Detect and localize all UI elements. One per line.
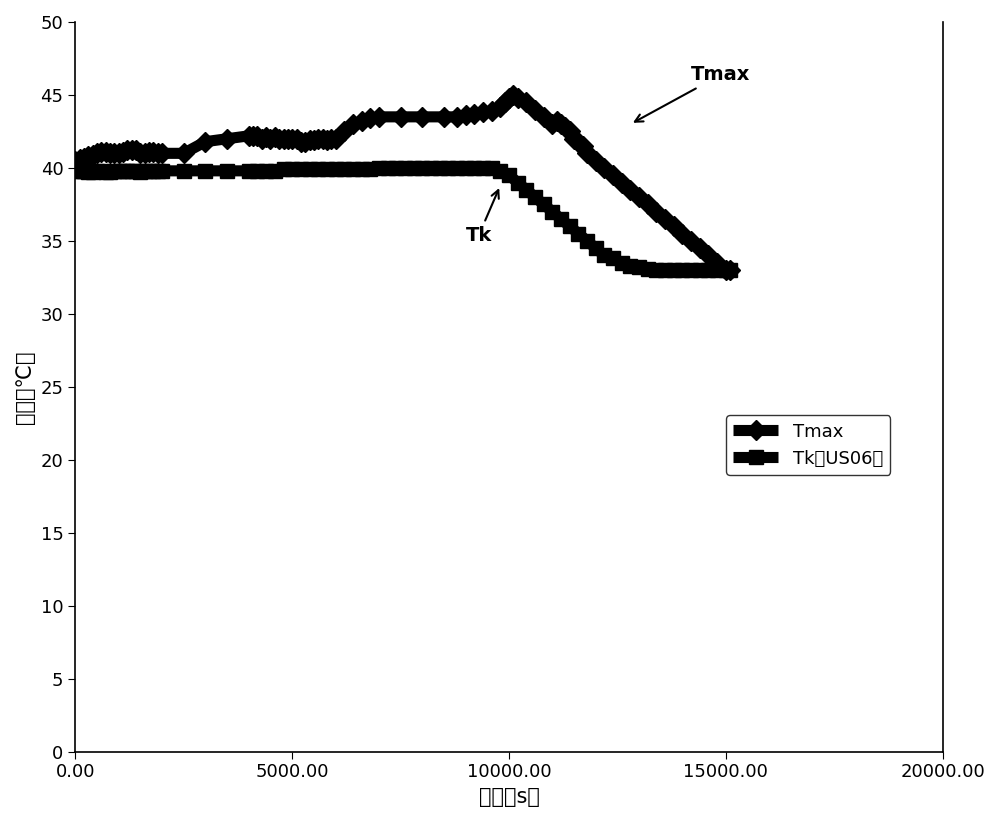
Tmax (572, 136, 584, 146)
Text: Tk: Tk (466, 190, 499, 245)
Tk（US06） (555, 214, 567, 224)
Tmax (607, 170, 619, 180)
Tk（US06） (425, 163, 437, 173)
Tmax (69, 155, 81, 165)
Tmax (720, 266, 732, 275)
Tmax (724, 266, 736, 275)
Tmax (581, 149, 593, 159)
Tk（US06） (650, 266, 662, 275)
Text: Tmax: Tmax (635, 66, 750, 122)
Legend: Tmax, Tk（US06）: Tmax, Tk（US06） (726, 415, 890, 475)
Tk（US06） (642, 264, 654, 274)
Tmax (555, 119, 567, 129)
Y-axis label: 温度（℃）: 温度（℃） (15, 350, 35, 423)
Tk（US06） (477, 163, 489, 173)
Tk（US06） (373, 163, 385, 173)
Tk（US06） (607, 253, 619, 263)
Tmax (507, 90, 519, 100)
Line: Tk（US06）: Tk（US06） (68, 161, 737, 277)
Tmax (577, 141, 589, 151)
Line: Tmax: Tmax (68, 88, 737, 277)
Tk（US06） (69, 166, 81, 176)
Tk（US06） (724, 266, 736, 275)
Tmax (460, 110, 472, 120)
X-axis label: 时间（s）: 时间（s） (479, 787, 539, 807)
Tk（US06） (676, 266, 688, 275)
